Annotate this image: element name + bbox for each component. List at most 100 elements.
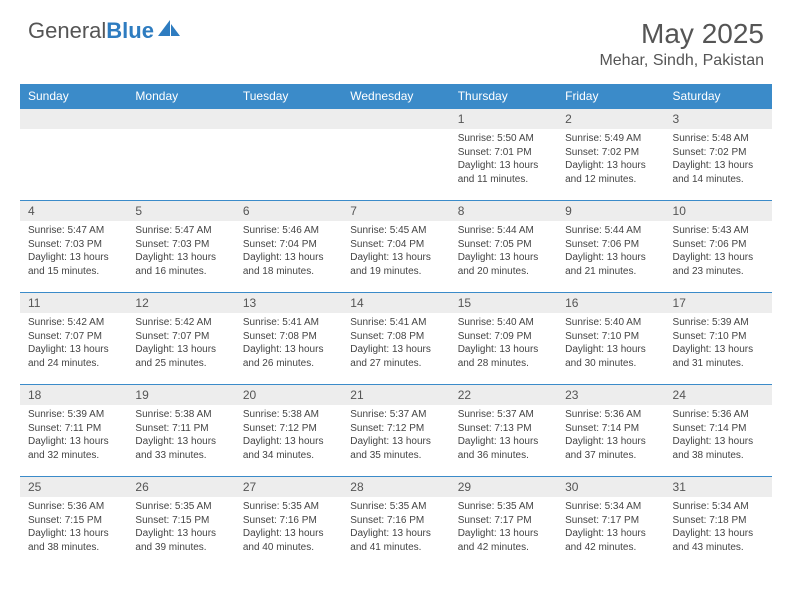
calendar-cell: 27Sunrise: 5:35 AMSunset: 7:16 PMDayligh… (235, 477, 342, 569)
day-details: Sunrise: 5:48 AMSunset: 7:02 PMDaylight:… (665, 129, 772, 190)
calendar-cell: 17Sunrise: 5:39 AMSunset: 7:10 PMDayligh… (665, 293, 772, 385)
day-number: 23 (557, 385, 664, 405)
logo: GeneralBlue (28, 18, 180, 44)
day-details: Sunrise: 5:50 AMSunset: 7:01 PMDaylight:… (450, 129, 557, 190)
day-details: Sunrise: 5:45 AMSunset: 7:04 PMDaylight:… (342, 221, 449, 282)
day-number-empty (235, 109, 342, 129)
day-details: Sunrise: 5:35 AMSunset: 7:17 PMDaylight:… (450, 497, 557, 558)
day-details: Sunrise: 5:38 AMSunset: 7:12 PMDaylight:… (235, 405, 342, 466)
day-details: Sunrise: 5:43 AMSunset: 7:06 PMDaylight:… (665, 221, 772, 282)
day-details: Sunrise: 5:36 AMSunset: 7:14 PMDaylight:… (665, 405, 772, 466)
calendar-cell (342, 109, 449, 201)
weekday-header: Thursday (450, 84, 557, 109)
day-details: Sunrise: 5:44 AMSunset: 7:05 PMDaylight:… (450, 221, 557, 282)
day-details: Sunrise: 5:37 AMSunset: 7:12 PMDaylight:… (342, 405, 449, 466)
day-number: 4 (20, 201, 127, 221)
calendar-cell: 9Sunrise: 5:44 AMSunset: 7:06 PMDaylight… (557, 201, 664, 293)
calendar-cell: 7Sunrise: 5:45 AMSunset: 7:04 PMDaylight… (342, 201, 449, 293)
calendar-cell: 18Sunrise: 5:39 AMSunset: 7:11 PMDayligh… (20, 385, 127, 477)
calendar-cell: 15Sunrise: 5:40 AMSunset: 7:09 PMDayligh… (450, 293, 557, 385)
day-details: Sunrise: 5:40 AMSunset: 7:09 PMDaylight:… (450, 313, 557, 374)
day-number: 29 (450, 477, 557, 497)
day-details: Sunrise: 5:35 AMSunset: 7:16 PMDaylight:… (342, 497, 449, 558)
calendar-cell: 29Sunrise: 5:35 AMSunset: 7:17 PMDayligh… (450, 477, 557, 569)
calendar-cell: 23Sunrise: 5:36 AMSunset: 7:14 PMDayligh… (557, 385, 664, 477)
day-details: Sunrise: 5:39 AMSunset: 7:10 PMDaylight:… (665, 313, 772, 374)
day-number: 28 (342, 477, 449, 497)
day-details: Sunrise: 5:49 AMSunset: 7:02 PMDaylight:… (557, 129, 664, 190)
day-number: 8 (450, 201, 557, 221)
weekday-header: Tuesday (235, 84, 342, 109)
day-number: 3 (665, 109, 772, 129)
day-number: 19 (127, 385, 234, 405)
header: GeneralBlue May 2025 Mehar, Sindh, Pakis… (0, 0, 792, 78)
calendar-row: 11Sunrise: 5:42 AMSunset: 7:07 PMDayligh… (20, 293, 772, 385)
title-block: May 2025 Mehar, Sindh, Pakistan (599, 18, 764, 70)
month-title: May 2025 (599, 18, 764, 50)
day-number: 18 (20, 385, 127, 405)
day-number: 10 (665, 201, 772, 221)
weekday-row: SundayMondayTuesdayWednesdayThursdayFrid… (20, 84, 772, 109)
calendar-cell: 4Sunrise: 5:47 AMSunset: 7:03 PMDaylight… (20, 201, 127, 293)
logo-text: GeneralBlue (28, 18, 154, 44)
calendar-cell: 5Sunrise: 5:47 AMSunset: 7:03 PMDaylight… (127, 201, 234, 293)
calendar-table: SundayMondayTuesdayWednesdayThursdayFrid… (20, 84, 772, 569)
day-number: 26 (127, 477, 234, 497)
day-details: Sunrise: 5:40 AMSunset: 7:10 PMDaylight:… (557, 313, 664, 374)
calendar-cell: 12Sunrise: 5:42 AMSunset: 7:07 PMDayligh… (127, 293, 234, 385)
day-number: 11 (20, 293, 127, 313)
day-details: Sunrise: 5:34 AMSunset: 7:18 PMDaylight:… (665, 497, 772, 558)
day-number: 22 (450, 385, 557, 405)
day-number-empty (342, 109, 449, 129)
calendar-cell: 30Sunrise: 5:34 AMSunset: 7:17 PMDayligh… (557, 477, 664, 569)
day-number: 7 (342, 201, 449, 221)
day-number: 30 (557, 477, 664, 497)
day-details: Sunrise: 5:42 AMSunset: 7:07 PMDaylight:… (127, 313, 234, 374)
calendar-cell: 8Sunrise: 5:44 AMSunset: 7:05 PMDaylight… (450, 201, 557, 293)
logo-word2: Blue (106, 18, 154, 43)
day-number: 6 (235, 201, 342, 221)
day-details: Sunrise: 5:36 AMSunset: 7:14 PMDaylight:… (557, 405, 664, 466)
day-number: 15 (450, 293, 557, 313)
calendar-row: 18Sunrise: 5:39 AMSunset: 7:11 PMDayligh… (20, 385, 772, 477)
calendar-cell: 20Sunrise: 5:38 AMSunset: 7:12 PMDayligh… (235, 385, 342, 477)
day-details: Sunrise: 5:42 AMSunset: 7:07 PMDaylight:… (20, 313, 127, 374)
day-details: Sunrise: 5:38 AMSunset: 7:11 PMDaylight:… (127, 405, 234, 466)
day-number: 21 (342, 385, 449, 405)
calendar-cell: 25Sunrise: 5:36 AMSunset: 7:15 PMDayligh… (20, 477, 127, 569)
weekday-header: Friday (557, 84, 664, 109)
day-details: Sunrise: 5:46 AMSunset: 7:04 PMDaylight:… (235, 221, 342, 282)
calendar-cell: 14Sunrise: 5:41 AMSunset: 7:08 PMDayligh… (342, 293, 449, 385)
day-details: Sunrise: 5:35 AMSunset: 7:15 PMDaylight:… (127, 497, 234, 558)
day-details: Sunrise: 5:37 AMSunset: 7:13 PMDaylight:… (450, 405, 557, 466)
calendar-cell: 28Sunrise: 5:35 AMSunset: 7:16 PMDayligh… (342, 477, 449, 569)
calendar-cell (235, 109, 342, 201)
day-details: Sunrise: 5:34 AMSunset: 7:17 PMDaylight:… (557, 497, 664, 558)
day-number: 1 (450, 109, 557, 129)
weekday-header: Monday (127, 84, 234, 109)
day-details: Sunrise: 5:41 AMSunset: 7:08 PMDaylight:… (235, 313, 342, 374)
calendar-body: 1Sunrise: 5:50 AMSunset: 7:01 PMDaylight… (20, 109, 772, 569)
calendar-cell: 11Sunrise: 5:42 AMSunset: 7:07 PMDayligh… (20, 293, 127, 385)
weekday-header: Saturday (665, 84, 772, 109)
day-number: 27 (235, 477, 342, 497)
calendar-cell: 31Sunrise: 5:34 AMSunset: 7:18 PMDayligh… (665, 477, 772, 569)
day-number: 24 (665, 385, 772, 405)
calendar-row: 1Sunrise: 5:50 AMSunset: 7:01 PMDaylight… (20, 109, 772, 201)
day-details: Sunrise: 5:39 AMSunset: 7:11 PMDaylight:… (20, 405, 127, 466)
day-number: 12 (127, 293, 234, 313)
day-details: Sunrise: 5:47 AMSunset: 7:03 PMDaylight:… (127, 221, 234, 282)
calendar-cell (20, 109, 127, 201)
location: Mehar, Sindh, Pakistan (599, 52, 764, 70)
calendar-cell: 3Sunrise: 5:48 AMSunset: 7:02 PMDaylight… (665, 109, 772, 201)
calendar-cell: 24Sunrise: 5:36 AMSunset: 7:14 PMDayligh… (665, 385, 772, 477)
day-details: Sunrise: 5:36 AMSunset: 7:15 PMDaylight:… (20, 497, 127, 558)
day-number: 2 (557, 109, 664, 129)
day-details: Sunrise: 5:44 AMSunset: 7:06 PMDaylight:… (557, 221, 664, 282)
day-details: Sunrise: 5:35 AMSunset: 7:16 PMDaylight:… (235, 497, 342, 558)
day-number-empty (20, 109, 127, 129)
day-number-empty (127, 109, 234, 129)
calendar-cell: 21Sunrise: 5:37 AMSunset: 7:12 PMDayligh… (342, 385, 449, 477)
logo-word1: General (28, 18, 106, 43)
calendar-cell: 13Sunrise: 5:41 AMSunset: 7:08 PMDayligh… (235, 293, 342, 385)
